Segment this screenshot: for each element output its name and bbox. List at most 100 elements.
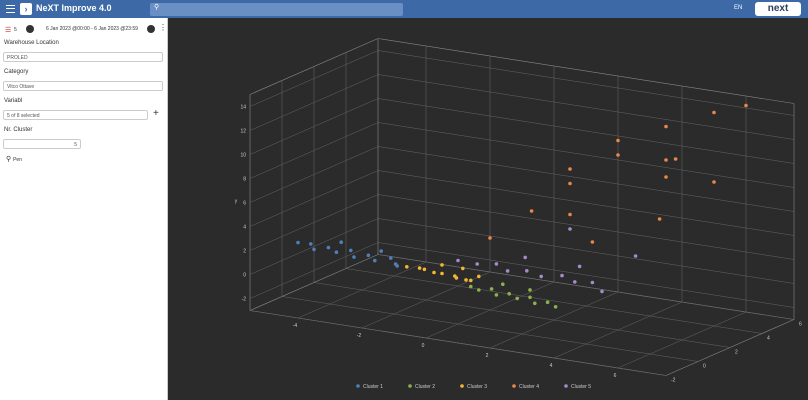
x-tick-label: 4: [550, 363, 553, 369]
grid-line: [377, 170, 795, 236]
point: [664, 124, 668, 129]
grid-line: [377, 146, 795, 212]
legend-marker: [408, 384, 412, 388]
app-title: NeXT Improve 4.0: [36, 3, 112, 13]
y-tick-label: 2: [243, 249, 246, 255]
grid-line: [377, 122, 795, 188]
point: [501, 282, 505, 287]
point: [477, 274, 481, 279]
filter-count: 5: [14, 27, 17, 33]
filter-icon[interactable]: ☰: [5, 27, 12, 34]
y-tick-label: 12: [240, 129, 246, 135]
field-label: Warehouse Location: [4, 40, 59, 46]
point: [533, 301, 537, 306]
z-tick-label: 0: [703, 364, 706, 370]
run-button[interactable]: ⚲ Pen: [6, 156, 22, 163]
point: [545, 300, 550, 305]
point: [568, 167, 572, 171]
point: [712, 180, 716, 184]
point: [515, 296, 519, 301]
legend-marker: [564, 384, 568, 388]
point: [422, 267, 427, 272]
y-axis-title: y: [235, 199, 238, 205]
point: [553, 305, 558, 309]
point: [477, 288, 481, 292]
field-label: Category: [4, 69, 29, 75]
y-tick-label: -2: [242, 297, 247, 303]
point: [539, 274, 543, 279]
logo-icon: ›: [20, 3, 32, 15]
point: [469, 278, 473, 283]
legend-label: Cluster 1: [363, 384, 383, 390]
point: [568, 181, 572, 186]
point: [590, 280, 595, 285]
point: [432, 270, 436, 275]
dropdown[interactable]: 5 of 8 selected: [3, 110, 148, 120]
grid-line: [377, 242, 795, 308]
more-menu[interactable]: ⋮: [159, 23, 167, 32]
grid-line: [377, 218, 795, 284]
point: [664, 158, 668, 162]
point: [464, 278, 468, 282]
y-tick-label: 14: [240, 105, 246, 111]
point: [488, 236, 492, 240]
legend-marker: [512, 384, 516, 388]
sidebar: ☰ 5 6 Jan 2023 @00:00 - 6 Jan 2023 @23:5…: [0, 18, 168, 400]
date-button[interactable]: [147, 25, 155, 33]
dropdown[interactable]: Vitco Ottave: [3, 81, 163, 91]
y-tick-label: 10: [240, 153, 246, 159]
y-tick-label: 0: [243, 273, 246, 279]
field-label: Variabl: [4, 98, 23, 104]
legend-label: Cluster 4: [519, 384, 539, 390]
y-tick-label: 4: [243, 225, 246, 231]
run-label: Pen: [13, 157, 22, 163]
grid-line: [345, 268, 763, 334]
legend-label: Cluster 3: [467, 384, 487, 390]
search-bar[interactable]: ⚲: [150, 3, 403, 16]
point: [309, 242, 313, 246]
point: [673, 157, 678, 161]
point: [664, 175, 668, 179]
point: [489, 287, 494, 291]
point: [600, 289, 604, 294]
language[interactable]: EN: [734, 5, 743, 11]
point: [454, 276, 459, 280]
point: [296, 240, 300, 245]
number-input[interactable]: 5: [3, 139, 81, 149]
x-tick-label: 2: [486, 353, 489, 359]
legend-marker: [356, 384, 360, 388]
point: [379, 249, 383, 253]
add-button[interactable]: +: [153, 108, 159, 119]
point: [469, 284, 473, 289]
legend-marker: [460, 384, 464, 388]
point: [461, 266, 465, 271]
point: [456, 258, 460, 263]
legend-label: Cluster 2: [415, 384, 435, 390]
date-button[interactable]: [26, 25, 34, 33]
dropdown[interactable]: PROLED: [3, 52, 163, 62]
point: [528, 288, 532, 292]
menu-button[interactable]: [6, 5, 15, 13]
brand-logo: next: [755, 2, 801, 16]
x-tick-label: 0: [422, 343, 425, 349]
point: [494, 293, 499, 297]
point: [352, 255, 356, 259]
grid-line: [313, 282, 731, 348]
y-tick-label: 8: [243, 177, 246, 183]
point: [657, 217, 662, 221]
point: [475, 262, 480, 266]
point: [744, 103, 748, 108]
point: [349, 248, 353, 253]
field-label: Nr. Cluster: [4, 127, 33, 133]
point: [507, 292, 512, 296]
grid-line: [377, 98, 795, 164]
point: [373, 258, 377, 263]
grid-line: [377, 254, 795, 320]
point: [395, 264, 399, 268]
point: [494, 262, 499, 266]
z-tick-label: 2: [735, 350, 738, 356]
point: [528, 295, 532, 300]
point: [366, 253, 371, 258]
